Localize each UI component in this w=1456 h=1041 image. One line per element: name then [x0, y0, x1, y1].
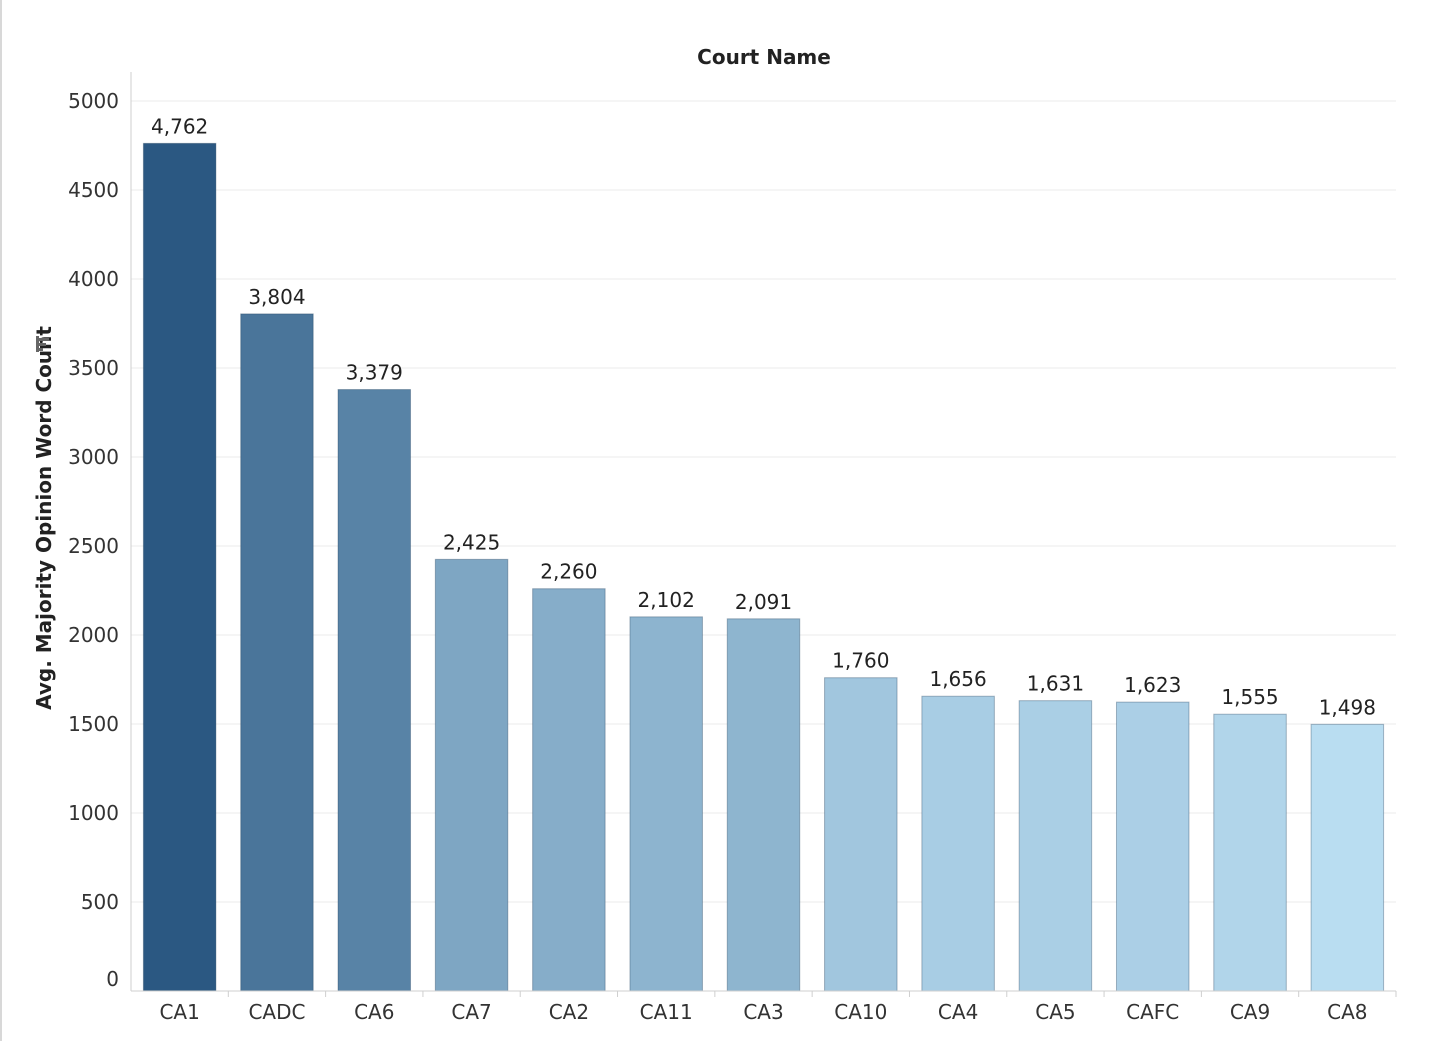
y-axis-label-group: Avg. Majority Opinion Word Count	[32, 326, 56, 710]
bar-ca10[interactable]	[824, 677, 898, 992]
data-label: 4,762	[151, 114, 208, 138]
data-label: 1,656	[929, 667, 986, 691]
data-label: 1,760	[832, 649, 889, 673]
y-tick-label: 1500	[68, 712, 119, 736]
bar-ca9[interactable]	[1213, 713, 1287, 992]
bar-cafc[interactable]	[1115, 701, 1190, 992]
y-tick-label: 3000	[68, 445, 119, 469]
data-label: 1,631	[1027, 672, 1084, 696]
x-tick-label: CA2	[549, 1000, 589, 1024]
y-tick-label: 2000	[68, 623, 119, 647]
data-label: 2,102	[638, 588, 695, 612]
x-tick-label: CA10	[834, 1000, 887, 1024]
bar-cadc[interactable]	[240, 313, 314, 992]
bar-ca11[interactable]	[629, 616, 703, 992]
data-label: 1,623	[1124, 673, 1181, 697]
x-tick-label: CA4	[938, 1000, 978, 1024]
x-tick-label: CA7	[451, 1000, 491, 1024]
x-tick-label: CA6	[354, 1000, 394, 1024]
bar-ca7[interactable]	[434, 558, 509, 992]
left-border	[0, 0, 2, 1041]
y-tick-label: 4000	[68, 267, 119, 291]
y-tick-label: 1000	[68, 801, 119, 825]
axes: 0 500 1000 1500 2000 2500 3000 3500 4000 4500 5000…	[68, 72, 1397, 1024]
x-tick-label: CA11	[640, 1000, 693, 1024]
data-label: 2,091	[735, 590, 792, 614]
y-tick-label: 5000	[68, 89, 119, 113]
data-label: 1,498	[1319, 695, 1376, 719]
bar-ca4[interactable]	[921, 695, 995, 992]
y-axis-label: Avg. Majority Opinion Word Count	[32, 326, 56, 710]
x-tick-label: CA9	[1230, 1000, 1270, 1024]
data-label: 2,425	[443, 530, 500, 554]
bar-ca6[interactable]	[337, 389, 412, 992]
y-tick-label: 4500	[68, 178, 119, 202]
bars: 4,762 3,804 3,379 2,425 2,260 2,102 2,091 1,760…	[142, 114, 1385, 992]
bar-ca2[interactable]	[532, 588, 606, 992]
data-label: 2,260	[540, 560, 597, 584]
y-tick-label: 500	[81, 890, 119, 914]
data-label: 3,804	[248, 285, 305, 309]
x-tick-label: CAFC	[1126, 1000, 1179, 1024]
y-tick-label: 0	[106, 967, 119, 991]
y-tick-label: 2500	[68, 534, 119, 558]
chart-title: Court Name	[697, 45, 831, 69]
x-tick-label: CA8	[1327, 1000, 1367, 1024]
data-label: 1,555	[1221, 685, 1278, 709]
x-tick-label: CA3	[743, 1000, 783, 1024]
bar-ca8[interactable]	[1310, 723, 1385, 992]
x-tick-label: CADC	[248, 1000, 305, 1024]
bar-ca5[interactable]	[1018, 700, 1093, 992]
bar-ca1[interactable]	[142, 142, 217, 992]
bar-ca3[interactable]	[726, 618, 801, 992]
y-tick-label: 3500	[68, 356, 119, 380]
sort-descending-icon[interactable]	[36, 336, 49, 352]
data-label: 3,379	[346, 361, 403, 385]
x-tick-label: CA1	[159, 1000, 199, 1024]
x-tick-label: CA5	[1035, 1000, 1075, 1024]
